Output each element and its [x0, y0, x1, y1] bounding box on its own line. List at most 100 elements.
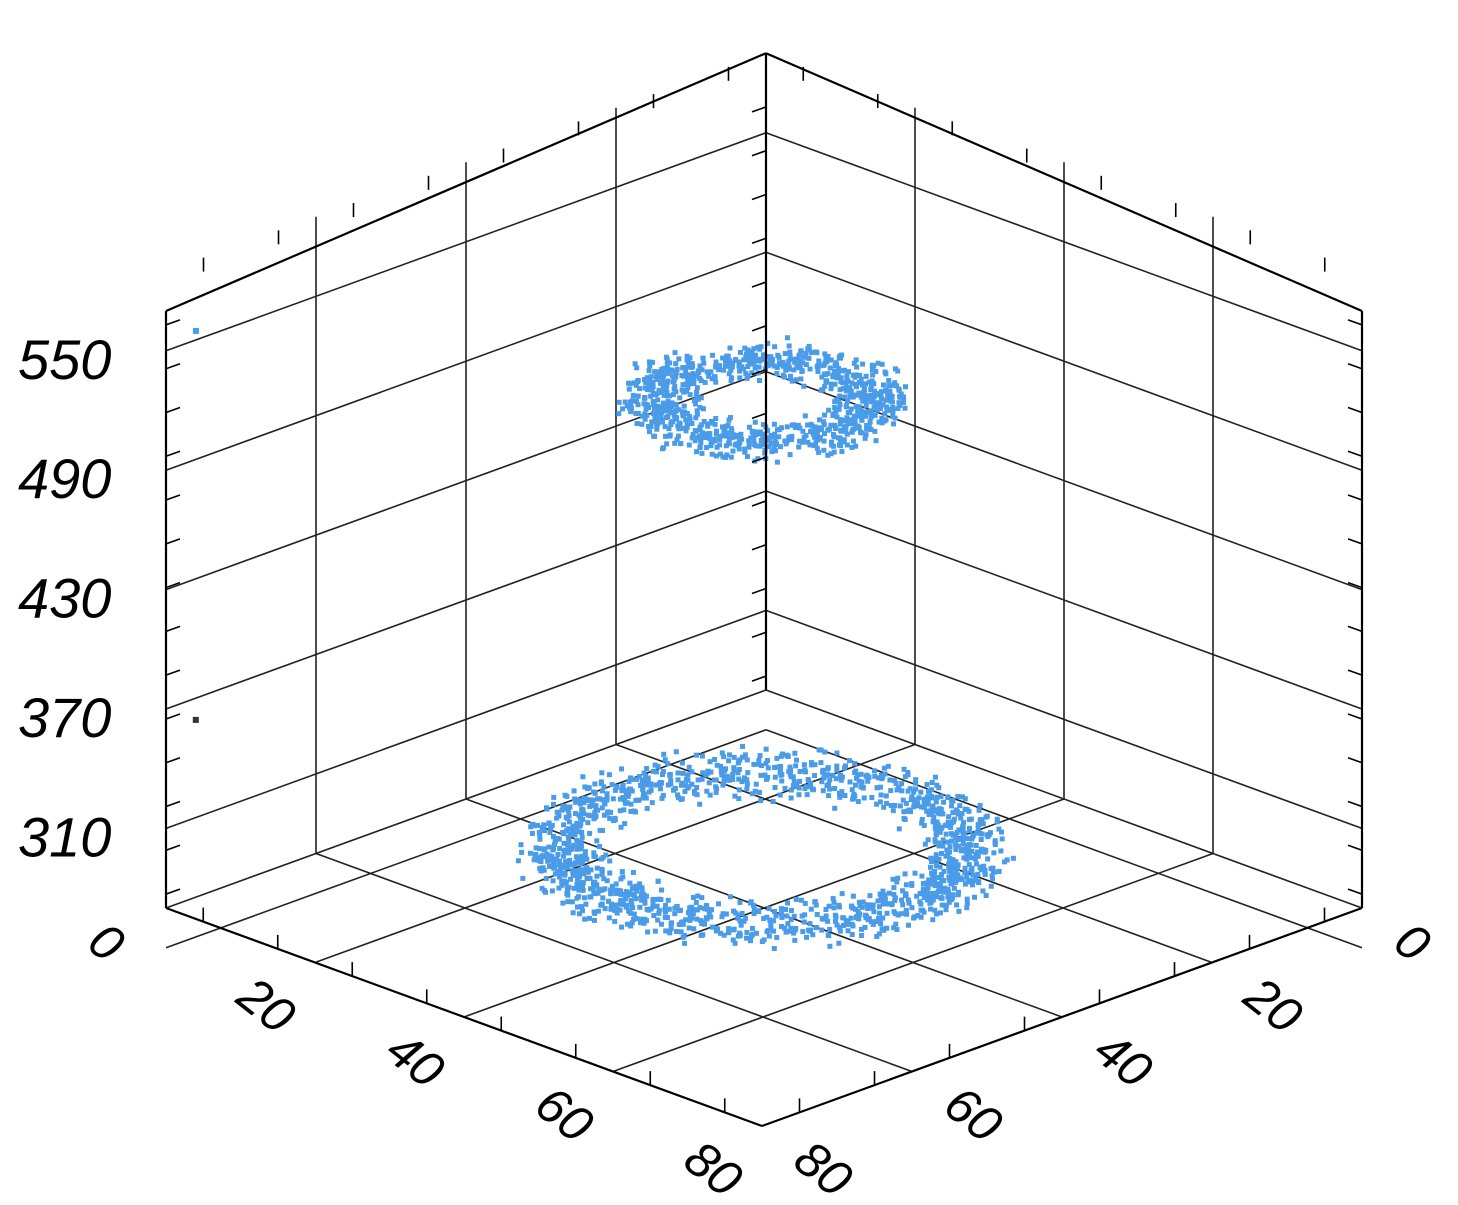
ring-1-point: [877, 799, 883, 805]
ring-2-point: [691, 376, 697, 382]
ring-2-point: [797, 425, 803, 431]
ring-1-point: [800, 929, 806, 935]
ring-1-point: [581, 871, 587, 877]
ring-2-point: [884, 404, 890, 410]
ring-2-point: [700, 406, 706, 412]
x-tick-label: 60: [525, 1075, 603, 1153]
ring-2-point: [871, 388, 877, 394]
ring-2-point: [856, 379, 862, 385]
ring-1-point: [936, 785, 942, 791]
ring-2-point: [661, 402, 667, 408]
ring-1-point: [820, 768, 826, 774]
ring-2-point: [616, 399, 622, 405]
ring-1-point: [797, 778, 803, 784]
ring-2-point: [726, 371, 732, 377]
ring-2-point: [836, 442, 842, 448]
ring-1-point: [821, 775, 827, 781]
ring-1-point: [657, 786, 663, 792]
ring-2-point: [634, 365, 640, 371]
ring-1-point: [955, 794, 961, 800]
ring-1-point: [695, 893, 701, 899]
ring-1-point: [662, 914, 668, 920]
ring-1-point: [887, 901, 893, 907]
ring-1-point: [850, 905, 856, 911]
floor-front-left-edge: [165, 906, 763, 1128]
ring-2-point: [756, 378, 762, 384]
ring-2-point: [722, 363, 728, 369]
ring-2-point: [782, 351, 788, 357]
ring-1-point: [966, 825, 972, 831]
ring-1-point: [550, 847, 556, 853]
ring-2-point: [689, 421, 695, 427]
ring-1-point: [804, 792, 810, 798]
ring-1-point: [976, 879, 982, 885]
ring-1-point: [766, 933, 772, 939]
ring-1-point: [731, 765, 737, 771]
ring-2-point: [737, 368, 743, 374]
ring-2-point: [717, 363, 723, 369]
ring-1-point: [945, 819, 951, 825]
ring-1-point: [580, 774, 586, 780]
ring-2-point: [842, 394, 848, 400]
ring-1-point: [736, 796, 742, 802]
ring-1-point: [983, 893, 989, 899]
ring-1-point: [585, 869, 591, 875]
ring-2-point: [758, 344, 764, 350]
ring-2-point: [886, 383, 892, 389]
ring-2-point: [850, 372, 856, 378]
ring-2-point: [656, 412, 662, 418]
ring-1-point: [586, 785, 592, 791]
ring-1-point: [601, 876, 607, 882]
ring-1-point: [792, 937, 798, 943]
ring-1-point: [580, 880, 586, 886]
ring-1-point: [975, 871, 981, 877]
ring-1-point: [932, 837, 938, 843]
ring-1-point: [777, 792, 783, 798]
ring-1-point: [649, 800, 655, 806]
ring-1-point: [934, 794, 940, 800]
ring-2-point: [836, 366, 842, 372]
ring-1-point: [962, 796, 968, 802]
ring-1-point: [720, 911, 726, 917]
z-minor-tick: [1347, 625, 1363, 633]
ring-1-point: [736, 776, 742, 782]
ring-2-point: [810, 431, 816, 437]
ring-2-point: [808, 421, 814, 427]
ring-2-point: [659, 419, 665, 425]
ring-1-point: [765, 758, 771, 764]
ring-1-point: [556, 870, 562, 876]
ring-1-point: [682, 940, 688, 946]
ring-2-point: [723, 454, 729, 460]
ring-2-point: [760, 436, 766, 442]
ring-1-point: [785, 921, 791, 927]
ring-2-point: [828, 386, 834, 392]
ring-1-point: [595, 908, 601, 914]
ring-1-point: [699, 776, 705, 782]
ring-2-point: [673, 361, 679, 367]
ring-1-point: [929, 787, 935, 793]
ring-2-point: [776, 360, 782, 366]
ring-1-point: [594, 882, 600, 888]
ring-1-point: [752, 788, 758, 794]
ring-1-point: [598, 779, 604, 785]
ring-1-point: [660, 792, 666, 798]
ring-1-point: [741, 775, 747, 781]
ring-2-point: [720, 433, 726, 439]
ring-2-point: [786, 343, 792, 349]
ring-2-point: [902, 405, 908, 411]
ring-2-point: [828, 357, 834, 363]
ring-2-point: [746, 444, 752, 450]
ring-2-point: [858, 430, 864, 436]
ring-1-point: [707, 759, 713, 765]
ring-1-point: [618, 876, 624, 882]
ring-1-point: [607, 858, 613, 864]
ring-2-point: [751, 361, 757, 367]
ring-2-point: [878, 389, 884, 395]
ring-1-point: [560, 864, 566, 870]
ring-2-point: [861, 409, 867, 415]
ring-1-point: [672, 911, 678, 917]
ring-1-point: [599, 770, 605, 776]
ring-2-point: [796, 352, 802, 358]
ring-1-point: [585, 797, 591, 803]
ring-1-point: [901, 809, 907, 815]
